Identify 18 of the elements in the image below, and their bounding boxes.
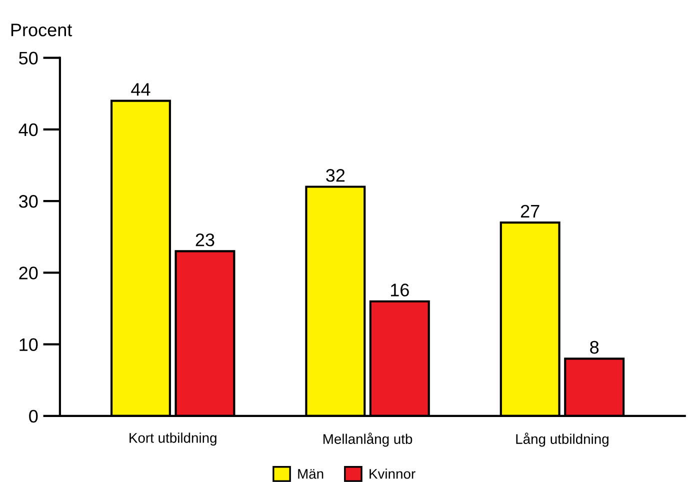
y-tick-label: 40	[18, 123, 38, 136]
y-tick-label: 10	[20, 338, 38, 352]
y-axis-title: Procent	[11, 24, 72, 36]
data-label: 32	[326, 169, 345, 182]
x-tick-label: Kort utbildning	[130, 432, 216, 446]
x-tick-label: Lång utbildning	[516, 432, 608, 447]
data-label: 16	[390, 284, 409, 296]
y-tick-label: 50	[19, 52, 38, 65]
legend-label: Kvinnor	[370, 468, 416, 479]
legend-label: Män	[298, 469, 324, 479]
x-tick-label: Mellanlång utb	[324, 432, 412, 447]
data-label: 44	[131, 83, 150, 96]
data-label: 23	[196, 233, 214, 246]
y-tick-label: 20	[19, 266, 38, 280]
y-tick-label: 30	[19, 195, 38, 208]
data-label: 27	[520, 204, 540, 218]
data-label: 8	[590, 340, 599, 354]
y-tick-label: 0	[29, 410, 38, 423]
